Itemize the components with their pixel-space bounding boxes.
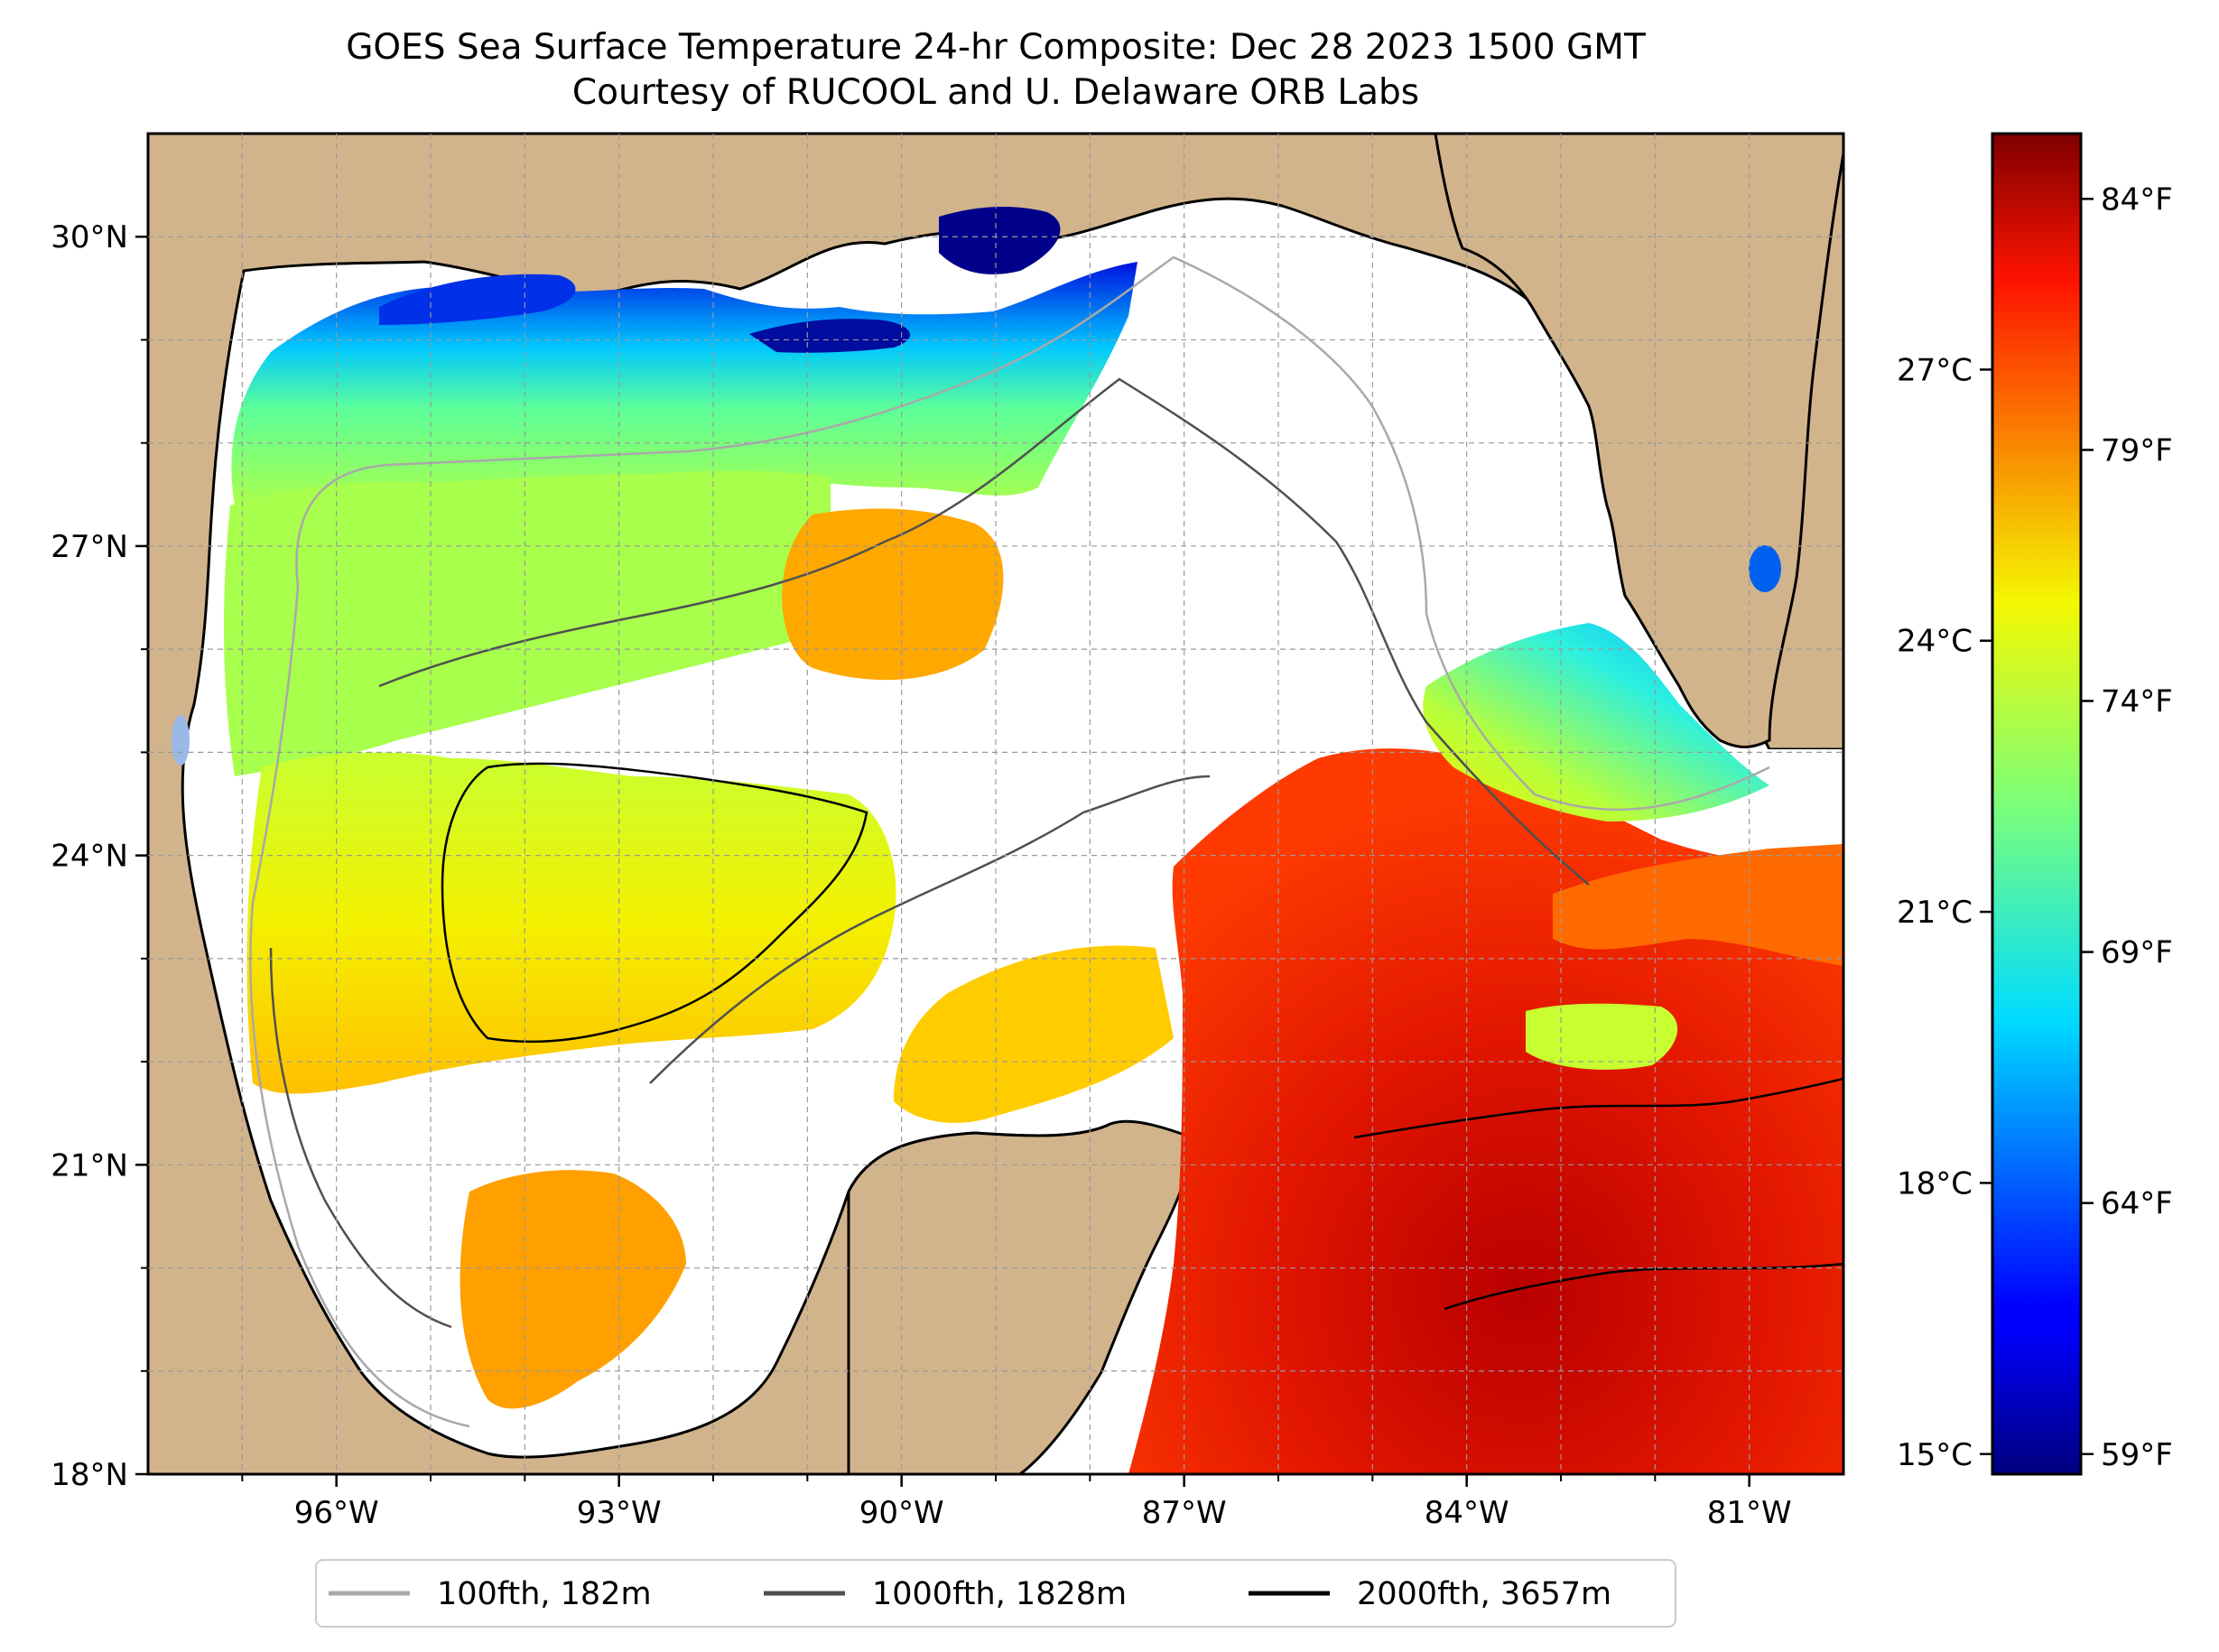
- sst-mississippi-cold: [939, 206, 1061, 274]
- lon-tick-label: 84°W: [1425, 1495, 1509, 1531]
- celsius-tick-label: 15°C: [1897, 1437, 1973, 1473]
- lon-tick-label: 87°W: [1142, 1495, 1227, 1531]
- lat-tick-label: 21°N: [51, 1147, 128, 1183]
- lon-tick-label: 93°W: [577, 1495, 662, 1531]
- sst-central-orange: [782, 508, 1004, 681]
- legend-label: 2000fth, 3657m: [1357, 1576, 1611, 1612]
- fahrenheit-tick-label: 64°F: [2101, 1186, 2173, 1222]
- sst-florida-straits: [1553, 844, 1843, 966]
- legend-label: 100fth, 182m: [437, 1576, 652, 1612]
- celsius-tick-label: 27°C: [1897, 352, 1973, 388]
- lon-tick-label: 81°W: [1707, 1495, 1792, 1531]
- celsius-tick-label: 24°C: [1897, 624, 1973, 660]
- fahrenheit-tick-label: 79°F: [2101, 432, 2173, 469]
- chart-subtitle: Courtesy of RUCOOL and U. Delaware ORB L…: [572, 72, 1419, 113]
- colorbar-celsius-axis: 15°C 18°C 21°C 24°C 27°C: [1897, 352, 1992, 1473]
- lake-okeechobee: [1749, 545, 1781, 592]
- sst-yucatan-yellow: [894, 945, 1174, 1123]
- lat-tick-label: 30°N: [51, 219, 128, 255]
- fahrenheit-tick-label: 74°F: [2101, 683, 2173, 719]
- graticule: [148, 134, 1843, 1474]
- sst-louisiana-cold: [749, 319, 911, 353]
- sst-west-band: [224, 470, 831, 776]
- celsius-tick-label: 21°C: [1897, 895, 1973, 931]
- sst-florida-shelf: [1423, 623, 1769, 821]
- lon-tick-label: 96°W: [294, 1495, 379, 1531]
- lat-tick-label: 27°N: [51, 529, 128, 565]
- contour-1000fth: [269, 377, 1590, 1329]
- legend-box: [315, 1559, 1676, 1628]
- fahrenheit-tick-label: 59°F: [2101, 1437, 2173, 1473]
- lon-tick-label: 90°W: [859, 1495, 944, 1531]
- colorbar: [1991, 132, 2083, 1476]
- bathymetry-contours: [249, 255, 1843, 1428]
- lat-tick-label: 18°N: [51, 1457, 128, 1493]
- lat-tick-label: 24°N: [51, 839, 128, 875]
- lake-texas: [172, 715, 190, 766]
- celsius-tick-label: 18°C: [1897, 1165, 1973, 1202]
- legend: 100fth, 182m 1000fth, 1828m 2000fth, 3657m: [329, 1576, 1611, 1612]
- colorbar-fahrenheit-axis: 59°F 64°F 69°F 74°F 79°F 84°F: [2081, 181, 2173, 1473]
- sst-north-shelf: [231, 262, 1137, 506]
- contour-100fth-west: [249, 586, 470, 1428]
- sst-cuba-shelf: [1526, 1003, 1678, 1070]
- latitude-axis: 18°N 21°N 24°N 27°N 30°N: [51, 219, 148, 1493]
- sst-bay-campeche: [460, 1170, 686, 1409]
- fahrenheit-tick-label: 69°F: [2101, 935, 2173, 971]
- florida-land: [1434, 134, 1843, 748]
- chart-title: GOES Sea Surface Temperature 24-hr Compo…: [346, 27, 1646, 68]
- contour-100fth: [295, 255, 1770, 812]
- sst-texas-upper-cold: [379, 274, 576, 325]
- fahrenheit-tick-label: 84°F: [2101, 181, 2173, 218]
- legend-label: 1000fth, 1828m: [872, 1576, 1127, 1612]
- longitude-axis: 96°W 93°W 90°W 87°W 84°W 81°W: [241, 1474, 1792, 1531]
